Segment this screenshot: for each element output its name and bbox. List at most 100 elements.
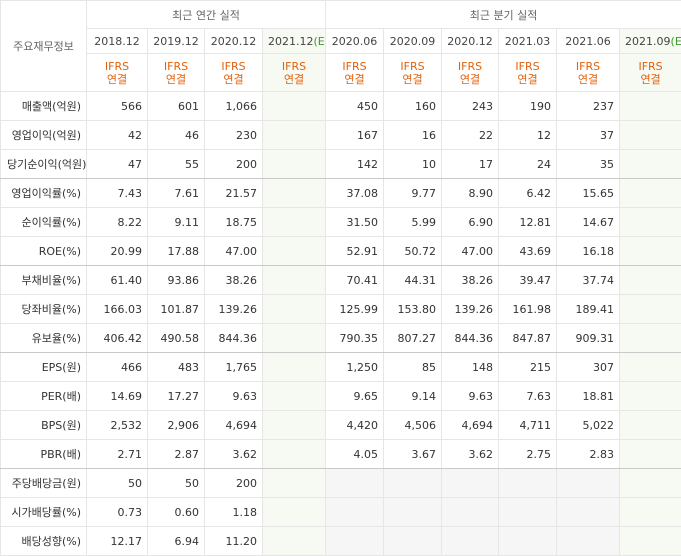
value-cell: 17.27	[147, 381, 205, 411]
value-cell: 450	[325, 91, 385, 121]
value-cell: 9.11	[147, 207, 205, 237]
value-cell: 125.99	[325, 294, 385, 324]
value-cell: 12.17	[86, 526, 148, 556]
value-cell: 466	[86, 352, 148, 382]
scope: 연결	[577, 72, 599, 86]
value-cell: 483	[147, 352, 205, 382]
row-label: BPS(원)	[0, 410, 87, 440]
value-cell: 1,765	[204, 352, 263, 382]
period-date: 2021.06	[565, 34, 611, 48]
value-cell: 142	[325, 149, 385, 179]
data-row: 배당성향(%) 12.17 6.94 11.20	[0, 526, 681, 556]
value-cell: 20.99	[86, 236, 148, 266]
scope: 연결	[517, 72, 538, 86]
value-cell: 6.94	[147, 526, 205, 556]
value-cell: 153.80	[383, 294, 443, 324]
value-cell: 1,066	[204, 91, 263, 121]
value-cell: 9.77	[383, 178, 443, 208]
value-cell: 148	[441, 352, 500, 382]
value-cell	[261, 178, 327, 208]
value-cell: 2.71	[86, 439, 148, 469]
scope: 연결	[459, 72, 481, 86]
value-cell: 42	[86, 120, 148, 150]
row-label: 매출액(억원)	[0, 91, 87, 121]
header-row: 주요재무정보 최근 연간 실적 최근 분기 실적	[0, 0, 681, 92]
value-cell	[325, 526, 385, 556]
value-cell	[261, 236, 327, 266]
value-cell: 566	[86, 91, 148, 121]
value-cell: 12.81	[498, 207, 558, 237]
basis: IFRS	[638, 59, 663, 73]
basis-header: IFRS 연결	[325, 53, 385, 92]
value-cell	[498, 468, 558, 498]
value-cell	[619, 381, 681, 411]
value-cell: 18.81	[556, 381, 621, 411]
data-row: 당좌비율(%) 166.03 101.87 139.26 125.99 153.80 139…	[0, 294, 681, 324]
value-cell: 17.88	[147, 236, 205, 266]
value-cell	[383, 497, 443, 527]
value-cell: 0.60	[147, 497, 205, 527]
row-label: 영업이익률(%)	[0, 178, 87, 208]
value-cell: 4.05	[325, 439, 385, 469]
value-cell: 55	[147, 149, 205, 179]
header-title: 주요재무정보	[0, 0, 87, 92]
basis-header: IFRS 연결	[204, 53, 263, 92]
period-header: 2019.12	[147, 28, 205, 54]
value-cell: 847.87	[498, 323, 558, 353]
value-cell: 9.14	[383, 381, 443, 411]
value-cell	[556, 497, 621, 527]
scope: 연결	[640, 72, 661, 86]
value-cell: 43.69	[498, 236, 558, 266]
value-cell: 37.74	[556, 265, 621, 295]
value-cell	[619, 207, 681, 237]
period-date: 2020.12	[447, 34, 493, 48]
value-cell	[441, 526, 500, 556]
value-cell: 14.69	[86, 381, 148, 411]
value-cell: 166.03	[86, 294, 148, 324]
basis: IFRS	[575, 59, 601, 73]
value-cell: 93.86	[147, 265, 205, 295]
header-row: IFRS 연결 IFRS 연결 IFRS 연결 IFRS 연결 IFRS 연결 IFRS 연결 IFRS…	[1, 53, 681, 92]
data-row: 순이익률(%) 8.22 9.11 18.75 31.50 5.99 6.90 12.81 14…	[0, 207, 681, 237]
group-header: 최근 연간 실적	[85, 0, 327, 29]
value-cell	[619, 439, 681, 469]
value-cell: 46	[147, 120, 205, 150]
value-cell: 200	[204, 468, 263, 498]
row-label: 영업이익(억원)	[0, 120, 87, 150]
value-cell: 52.91	[325, 236, 385, 266]
value-cell	[261, 323, 327, 353]
period-date: 2021.09	[625, 34, 671, 48]
value-cell: 844.36	[204, 323, 263, 353]
value-cell: 12	[498, 120, 558, 150]
row-label: 당기순이익(억원)	[0, 149, 87, 179]
value-cell: 139.26	[204, 294, 263, 324]
value-cell: 3.62	[204, 439, 263, 469]
period-header: 2020.12	[441, 28, 500, 54]
scope: 연결	[283, 72, 305, 86]
value-cell: 601	[147, 91, 205, 121]
value-cell: 215	[498, 352, 558, 382]
value-cell: 237	[556, 91, 621, 121]
value-cell: 47.00	[204, 236, 263, 266]
row-label: 부채비율(%)	[0, 265, 87, 295]
value-cell: 16	[383, 120, 443, 150]
value-cell: 50	[86, 468, 148, 498]
value-cell: 37	[556, 120, 621, 150]
scope: 연결	[344, 72, 365, 86]
period-header: 2020.12	[204, 28, 263, 54]
basis-header: IFRS 연결	[498, 53, 558, 92]
value-cell: 70.41	[325, 265, 385, 295]
value-cell: 21.57	[204, 178, 263, 208]
value-cell: 17	[441, 149, 500, 179]
group-header: 최근 분기 실적	[325, 0, 681, 29]
value-cell: 14.67	[556, 207, 621, 237]
row-label: 순이익률(%)	[0, 207, 87, 237]
value-cell	[261, 91, 327, 121]
value-cell: 47.00	[441, 236, 500, 266]
data-row: 영업이익률(%) 7.43 7.61 21.57 37.08 9.77 8.90 6.42 15…	[0, 178, 681, 208]
value-cell: 0.73	[86, 497, 148, 527]
scope: 연결	[165, 72, 187, 86]
value-cell: 2,906	[147, 410, 205, 440]
value-cell: 101.87	[147, 294, 205, 324]
